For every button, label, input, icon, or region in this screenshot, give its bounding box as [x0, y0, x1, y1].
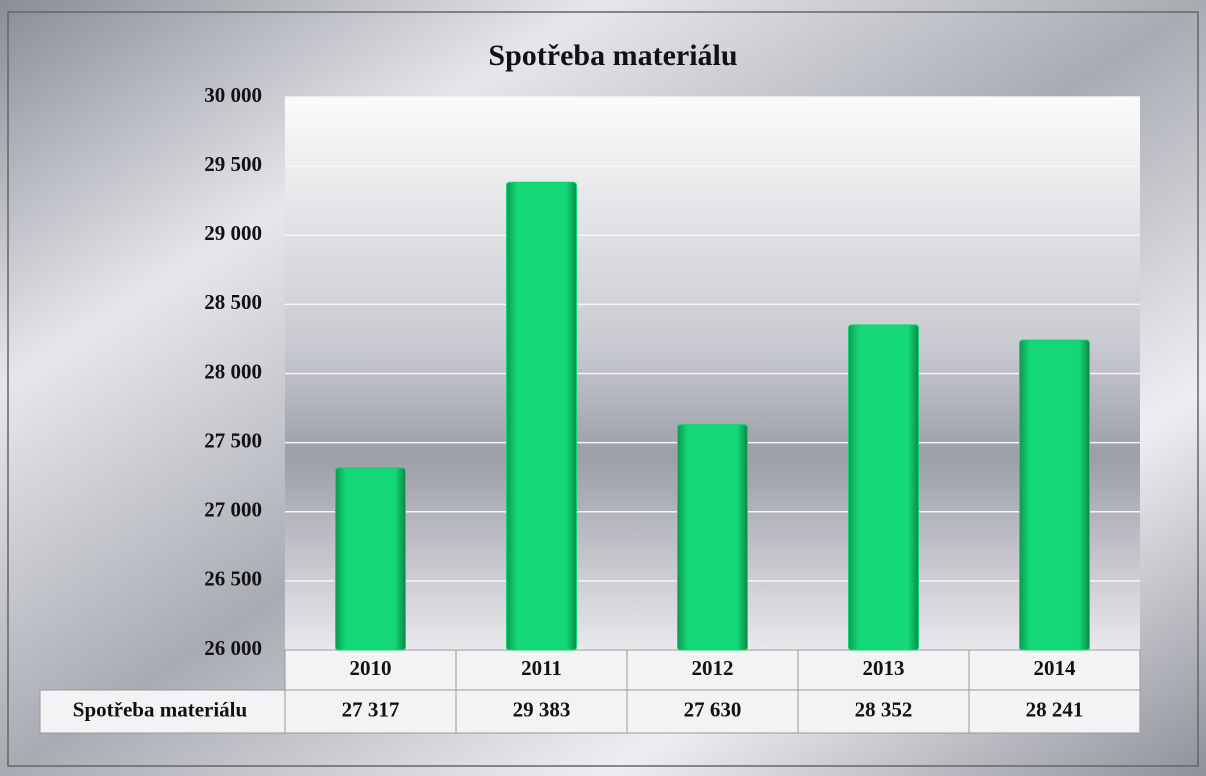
bar — [335, 467, 406, 651]
x-tick-label: 2011 — [521, 656, 562, 680]
y-tick-label: 28 000 — [204, 359, 262, 383]
y-tick-label: 28 500 — [204, 290, 262, 314]
x-tick-label: 2014 — [1034, 656, 1077, 680]
bar — [506, 181, 577, 651]
y-tick-label: 30 000 — [204, 83, 262, 107]
table-value: 27 317 — [342, 697, 400, 721]
y-tick-label: 29 500 — [204, 152, 262, 176]
bar — [848, 324, 919, 651]
x-tick-label: 2013 — [863, 656, 905, 680]
y-tick-label: 26 000 — [204, 636, 262, 660]
table-bg — [284, 649, 1141, 734]
frame — [7, 11, 1199, 767]
table-value: 29 383 — [513, 697, 571, 721]
chart-title: Spotřeba materiálu — [488, 39, 737, 72]
y-tick-label: 27 000 — [204, 498, 262, 522]
bar — [1019, 339, 1090, 651]
table-value: 28 352 — [855, 697, 913, 721]
y-tick-label: 29 000 — [204, 221, 262, 245]
table-value: 28 241 — [1026, 697, 1084, 721]
x-tick-label: 2010 — [350, 656, 392, 680]
y-tick-label: 27 500 — [204, 428, 262, 452]
x-tick-label: 2012 — [692, 656, 734, 680]
y-tick-label: 26 500 — [204, 567, 262, 591]
bar — [677, 424, 748, 651]
table-row-header: Spotřeba materiálu — [73, 697, 248, 721]
table-value: 27 630 — [684, 697, 742, 721]
